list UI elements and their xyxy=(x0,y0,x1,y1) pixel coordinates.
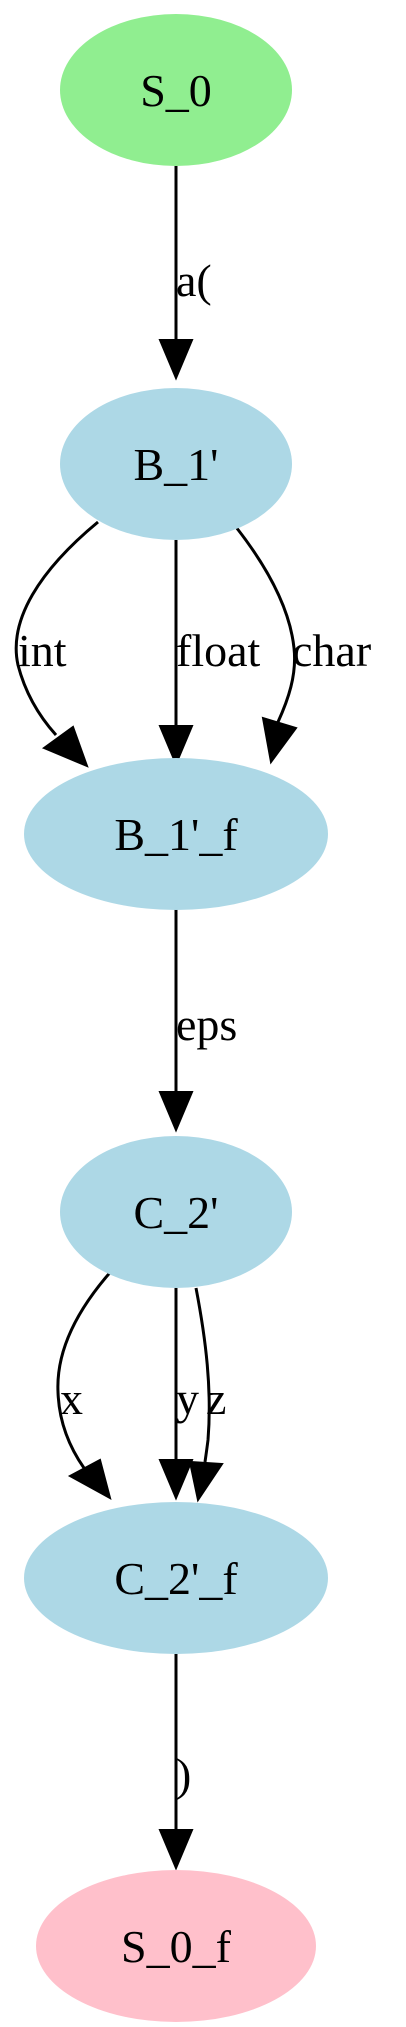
edge-b1-to-b1f-float: float xyxy=(158,540,261,767)
node-s0f-label: S_0_f xyxy=(121,1921,232,1972)
edge-label-int: int xyxy=(18,625,67,676)
edge-label-x: x xyxy=(60,1373,83,1424)
edge-line xyxy=(56,1266,116,1469)
edge-b1-to-b1f-char: char xyxy=(234,526,371,765)
edge-b1f-to-c2: eps xyxy=(158,908,237,1133)
edge-label-close-paren: ) xyxy=(176,1749,191,1800)
edge-label-z: z xyxy=(206,1373,226,1424)
node-c2f-shape xyxy=(24,1502,328,1654)
edge-c2f-to-s0f: ) xyxy=(158,1654,194,1871)
edge-line xyxy=(194,1287,211,1463)
arrowhead-icon xyxy=(188,1460,224,1503)
arrowhead-icon xyxy=(41,725,89,768)
edge-label-eps: eps xyxy=(176,999,237,1050)
node-s0-label: S_0 xyxy=(140,65,212,116)
node-s0: S_0 xyxy=(60,14,292,166)
node-c2f-label: C_2'_f xyxy=(114,1553,238,1604)
node-b1f: B_1'_f xyxy=(24,758,328,910)
node-c2f: C_2'_f xyxy=(24,1502,328,1654)
node-c2-label: C_2' xyxy=(134,1187,219,1238)
arrowhead-icon xyxy=(158,1091,194,1133)
edge-line xyxy=(14,520,99,737)
arrowhead-icon xyxy=(158,339,194,381)
edge-s0-to-b1: a( xyxy=(158,166,212,381)
edge-c2-to-c2f-z: z xyxy=(188,1287,226,1503)
node-c2: C_2' xyxy=(60,1136,292,1288)
edge-label-a-paren: a( xyxy=(176,255,212,306)
edge-line xyxy=(234,526,297,723)
node-s0f-shape xyxy=(36,1870,316,2022)
arrowhead-icon xyxy=(261,716,298,765)
arrowhead-icon xyxy=(158,725,194,767)
node-b1-label: B_1' xyxy=(134,439,219,490)
edge-c2-to-c2f-x: x xyxy=(56,1266,116,1500)
node-b1-shape xyxy=(60,388,292,540)
arrowhead-icon xyxy=(67,1458,112,1500)
edge-label-float: float xyxy=(176,625,261,676)
edge-label-char: char xyxy=(292,625,371,676)
arrowhead-icon xyxy=(158,1459,194,1501)
arrowhead-icon xyxy=(158,1829,194,1871)
node-s0-shape xyxy=(60,14,292,166)
edge-c2-to-c2f-y: y xyxy=(158,1288,199,1501)
edge-label-y: y xyxy=(176,1373,199,1424)
node-b1f-label: B_1'_f xyxy=(114,809,238,860)
edge-b1-to-b1f-int: int xyxy=(14,520,99,768)
node-s0f: S_0_f xyxy=(36,1870,316,2022)
node-b1: B_1' xyxy=(60,388,292,540)
node-c2-shape xyxy=(60,1136,292,1288)
node-b1f-shape xyxy=(24,758,328,910)
